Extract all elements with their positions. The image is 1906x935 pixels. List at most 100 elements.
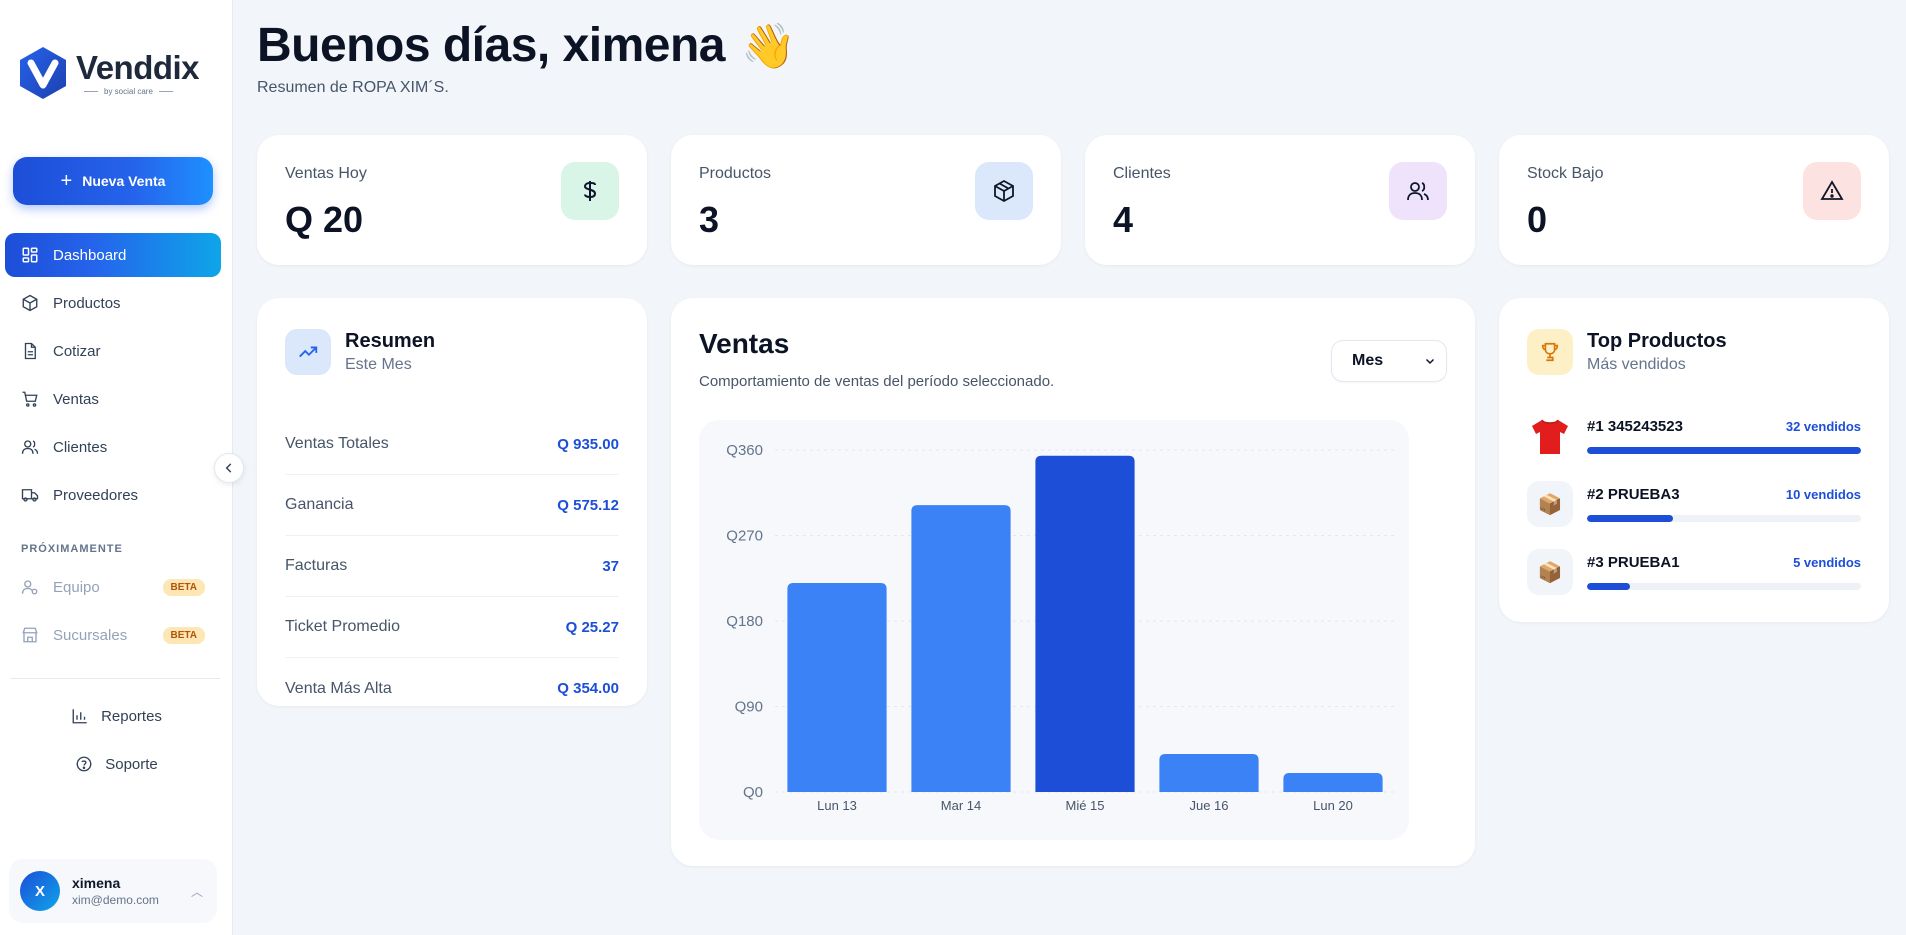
sidebar-item-dashboard[interactable]: Dashboard (5, 233, 221, 277)
product-name: #3 PRUEBA1 (1587, 554, 1680, 571)
dashboard-icon (22, 247, 38, 263)
sidebar: Venddix by social care + Nueva Venta Das… (0, 0, 233, 935)
collapse-sidebar-button[interactable] (214, 453, 244, 483)
y-tick-label: Q0 (743, 784, 763, 801)
chart-title: Ventas (699, 328, 790, 359)
page-title: Buenos días, ximena 👋 (257, 19, 796, 72)
x-tick-label: Jue 16 (1189, 798, 1228, 813)
waving-hand-icon: 👋 (741, 21, 796, 71)
stat-value: 0 (1527, 199, 1548, 240)
main-nav: Dashboard Productos Cotizar Ventas Clien… (5, 233, 221, 521)
summary-row: Ventas Totales Q 935.00 (285, 414, 619, 475)
brand-logo[interactable]: Venddix by social care (14, 44, 200, 102)
user-name: ximena (72, 875, 121, 891)
stat-card-ventas-hoy: Ventas Hoy Q 20 (257, 135, 647, 265)
chevron-down-icon (1425, 358, 1435, 365)
product-sold: 32 vendidos (1785, 419, 1861, 434)
progress-fill (1587, 515, 1673, 522)
summary-row: Facturas 37 (285, 536, 619, 597)
sidebar-divider (10, 678, 220, 679)
y-tick-label: Q270 (726, 528, 763, 545)
product-progress (1587, 447, 1861, 454)
sidebar-item-soporte[interactable]: Soporte (0, 740, 233, 788)
y-tick-label: Q180 (726, 613, 763, 630)
list-item[interactable]: 📦 #3 PRUEBA1 5 vendidos (1527, 538, 1861, 606)
summary-subtitle: Este Mes (345, 356, 412, 373)
sidebar-footer-links: Reportes Soporte (0, 692, 233, 788)
stat-value: 4 (1113, 199, 1134, 240)
venddix-logo-icon (20, 47, 66, 99)
user-menu[interactable]: X ximena xim@demo.com ︿ (9, 859, 217, 923)
user-email: xim@demo.com (72, 893, 159, 907)
shirt-icon (1527, 413, 1573, 459)
trophy-icon (1527, 329, 1573, 375)
team-icon (21, 580, 38, 595)
list-item[interactable]: #1 345243523 32 vendidos (1527, 402, 1861, 470)
brand-name: Venddix (76, 48, 200, 86)
x-tick-label: Lun 20 (1313, 798, 1353, 813)
users-icon (1389, 162, 1447, 220)
help-icon (76, 756, 92, 772)
users-icon (21, 440, 39, 454)
stat-value: 3 (699, 199, 720, 240)
stat-label: Productos (699, 165, 772, 182)
warning-icon (1803, 162, 1861, 220)
cart-icon (22, 391, 38, 407)
bar (787, 583, 887, 792)
sidebar-item-sucursales[interactable]: Sucursales BETA (5, 613, 221, 657)
store-icon (22, 627, 38, 643)
summary-title: Resumen (345, 330, 436, 352)
x-tick-label: Mié 15 (1065, 798, 1104, 813)
stat-value: Q 20 (285, 199, 364, 240)
new-sale-button[interactable]: + Nueva Venta (13, 157, 213, 205)
page-subtitle: Resumen de ROPA XIM´S. (257, 79, 449, 96)
y-tick-label: Q360 (726, 442, 763, 459)
product-name: #2 PRUEBA3 (1587, 486, 1680, 503)
top-products-list: #1 345243523 32 vendidos 📦 #2 PRUEBA3 10 v… (1527, 402, 1861, 606)
beta-badge: BETA (162, 578, 205, 596)
stat-card-clientes: Clientes 4 (1085, 135, 1475, 265)
box-icon (22, 294, 38, 312)
stat-card-productos: Productos 3 (671, 135, 1061, 265)
sales-chart-card: Ventas Comportamiento de ventas del perí… (671, 298, 1475, 866)
stat-label: Stock Bajo (1527, 165, 1604, 182)
soon-section-label: PRÓXIMAMENTE (21, 543, 123, 555)
dollar-icon (561, 162, 619, 220)
stat-label: Ventas Hoy (285, 165, 367, 182)
chart-area: Q0 Q90 Q180 Q270 Q360 Lun 13 Mar 14 Mié 15 Jue 1… (699, 420, 1409, 840)
product-sold: 10 vendidos (1785, 487, 1861, 502)
sidebar-item-reportes[interactable]: Reportes (0, 692, 233, 740)
x-tick-label: Lun 13 (817, 798, 857, 813)
chevron-up-icon: ︿ (190, 884, 203, 899)
summary-card: Resumen Este Mes Ventas Totales Q 935.00 … (257, 298, 647, 706)
plus-icon: + (60, 170, 73, 192)
summary-row: Ticket Promedio Q 25.27 (285, 597, 619, 658)
sidebar-item-equipo[interactable]: Equipo BETA (5, 565, 221, 609)
sidebar-item-ventas[interactable]: Ventas (5, 377, 221, 421)
package-icon: 📦 (1527, 549, 1573, 595)
bar (1159, 754, 1259, 792)
product-progress (1587, 515, 1861, 522)
package-icon: 📦 (1527, 481, 1573, 527)
soon-nav: Equipo BETA Sucursales BETA (5, 565, 221, 661)
sales-bar-chart: Q0 Q90 Q180 Q270 Q360 Lun 13 Mar 14 Mié 15 Jue 1… (726, 442, 1395, 813)
bar (1283, 773, 1383, 792)
list-item[interactable]: 📦 #2 PRUEBA3 10 vendidos (1527, 470, 1861, 538)
sidebar-item-proveedores[interactable]: Proveedores (5, 473, 221, 517)
stat-card-stock-bajo: Stock Bajo 0 (1499, 135, 1889, 265)
truck-icon (21, 489, 39, 502)
summary-list: Ventas Totales Q 935.00 Ganancia Q 575.12 … (285, 414, 619, 719)
bar (1035, 455, 1135, 792)
chart-subtitle: Comportamiento de ventas del período sel… (699, 373, 1055, 390)
progress-fill (1587, 583, 1630, 590)
cube-icon (975, 162, 1033, 220)
sidebar-item-cotizar[interactable]: Cotizar (5, 329, 221, 373)
period-select[interactable]: Mes (1331, 340, 1447, 382)
top-products-subtitle: Más vendidos (1587, 356, 1686, 373)
bar (911, 505, 1011, 792)
chevron-left-icon (225, 463, 232, 473)
sidebar-item-clientes[interactable]: Clientes (5, 425, 221, 469)
product-name: #1 345243523 (1587, 418, 1683, 435)
sidebar-item-productos[interactable]: Productos (5, 281, 221, 325)
progress-fill (1587, 447, 1861, 454)
